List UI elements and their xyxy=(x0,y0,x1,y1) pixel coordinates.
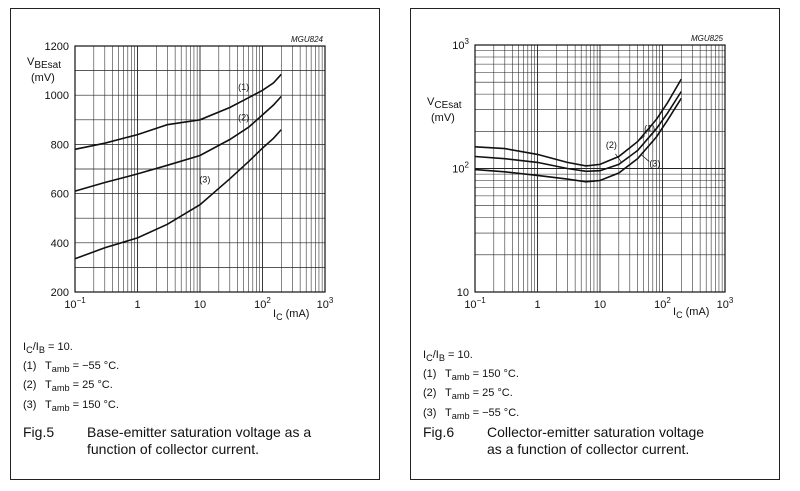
legend-item-2: (2) Tamb = 25 °C. xyxy=(23,379,113,394)
y-tick-label: 1000 xyxy=(45,90,69,102)
y-tick-label: 200 xyxy=(51,287,69,299)
x-tick-label: 1 xyxy=(134,299,140,311)
series-label-leader xyxy=(640,154,650,162)
plot-area xyxy=(474,44,726,293)
figure-panel-5: 200 400 600 800 1000 1200 10−1 1 10 102 103 MGU824 V… xyxy=(10,8,380,480)
series-label-1: (1) xyxy=(644,124,655,134)
series-label-2: (2) xyxy=(238,112,249,122)
legend-item-2: (2) Tamb = 25 °C. xyxy=(423,387,513,402)
y-axis-label: VCEsat xyxy=(427,96,462,111)
x-tick-label: 103 xyxy=(317,296,334,311)
series-label-1: (1) xyxy=(238,82,249,92)
vbesat-chart: 200 400 600 800 1000 1200 10−1 1 10 102 103 MGU824 V… xyxy=(27,35,334,322)
y-tick-label: 600 xyxy=(51,189,69,201)
legend-item-1: (1) Tamb = 150 °C. xyxy=(423,368,519,383)
series-line-2 xyxy=(74,95,282,192)
condition-line: IC/IB = 10. xyxy=(423,349,473,364)
figure-number: Fig.6 xyxy=(423,424,455,440)
y-tick-label: 800 xyxy=(51,139,69,151)
plot-area xyxy=(74,45,326,293)
x-axis-label: IC (mA) xyxy=(273,308,309,322)
chart-notes-6: IC/IB = 10. (1) Tamb = 150 °C. (2) Tamb = … xyxy=(423,347,519,424)
y-tick-label: 103 xyxy=(452,37,469,52)
series-line-1 xyxy=(474,78,682,167)
x-tick-label: 10 xyxy=(594,299,606,311)
figure-caption-5: Fig.5 Base-emitter saturation voltage as… xyxy=(23,424,317,458)
plot-frame xyxy=(474,44,726,293)
figure-number: Fig.5 xyxy=(23,424,55,440)
x-tick-label: 103 xyxy=(717,296,734,311)
plot-frame xyxy=(74,45,326,293)
series-label-leader xyxy=(615,153,622,163)
series-label-3: (3) xyxy=(199,174,210,184)
legend-item-3: (3) Tamb = 150 °C. xyxy=(23,398,119,413)
series-line-3 xyxy=(74,129,282,260)
y-axis-unit: (mV) xyxy=(431,112,455,124)
figure-panel-6: 103 102 10 10−1 1 10 102 103 MGU825 VCEsat (mV) IC … xyxy=(410,8,780,480)
y-axis-label: VBEsat xyxy=(27,56,61,71)
caption-text: Base-emitter saturation voltage as a fun… xyxy=(87,424,312,457)
x-tick-label: 1 xyxy=(534,299,540,311)
x-tick-label: 10−1 xyxy=(464,296,486,311)
x-axis-label: IC (mA) xyxy=(673,306,709,320)
condition-line: IC/IB = 10. xyxy=(23,341,73,356)
series-label-3: (3) xyxy=(649,158,660,168)
figure-code: MGU824 xyxy=(291,35,324,44)
y-tick-label: 1200 xyxy=(45,41,69,53)
legend-item-1: (1) Tamb = −55 °C. xyxy=(23,360,120,375)
series-line-2 xyxy=(474,91,682,173)
y-tick-label: 102 xyxy=(452,161,469,176)
figure-caption-6: Fig.6 Collector-emitter saturation volta… xyxy=(423,424,717,458)
chart-notes-5: IC/IB = 10. (1) Tamb = −55 °C. (2) Tamb = … xyxy=(23,339,119,416)
x-tick-label: 10−1 xyxy=(64,296,86,311)
series-line-3 xyxy=(474,97,682,183)
figure-code: MGU825 xyxy=(691,34,724,43)
series-line-1 xyxy=(74,73,282,151)
x-tick-label: 102 xyxy=(254,296,271,311)
series-label-leader xyxy=(637,135,646,142)
x-tick-label: 102 xyxy=(654,296,671,311)
series-label-2: (2) xyxy=(606,140,617,150)
y-axis-unit: (mV) xyxy=(31,72,55,84)
y-tick-label: 10 xyxy=(457,287,469,299)
caption-text: Collector-emitter saturation voltage as … xyxy=(487,424,705,457)
x-tick-label: 10 xyxy=(194,299,206,311)
y-tick-label: 400 xyxy=(51,238,69,250)
legend-item-3: (3) Tamb = −55 °C. xyxy=(423,406,520,421)
